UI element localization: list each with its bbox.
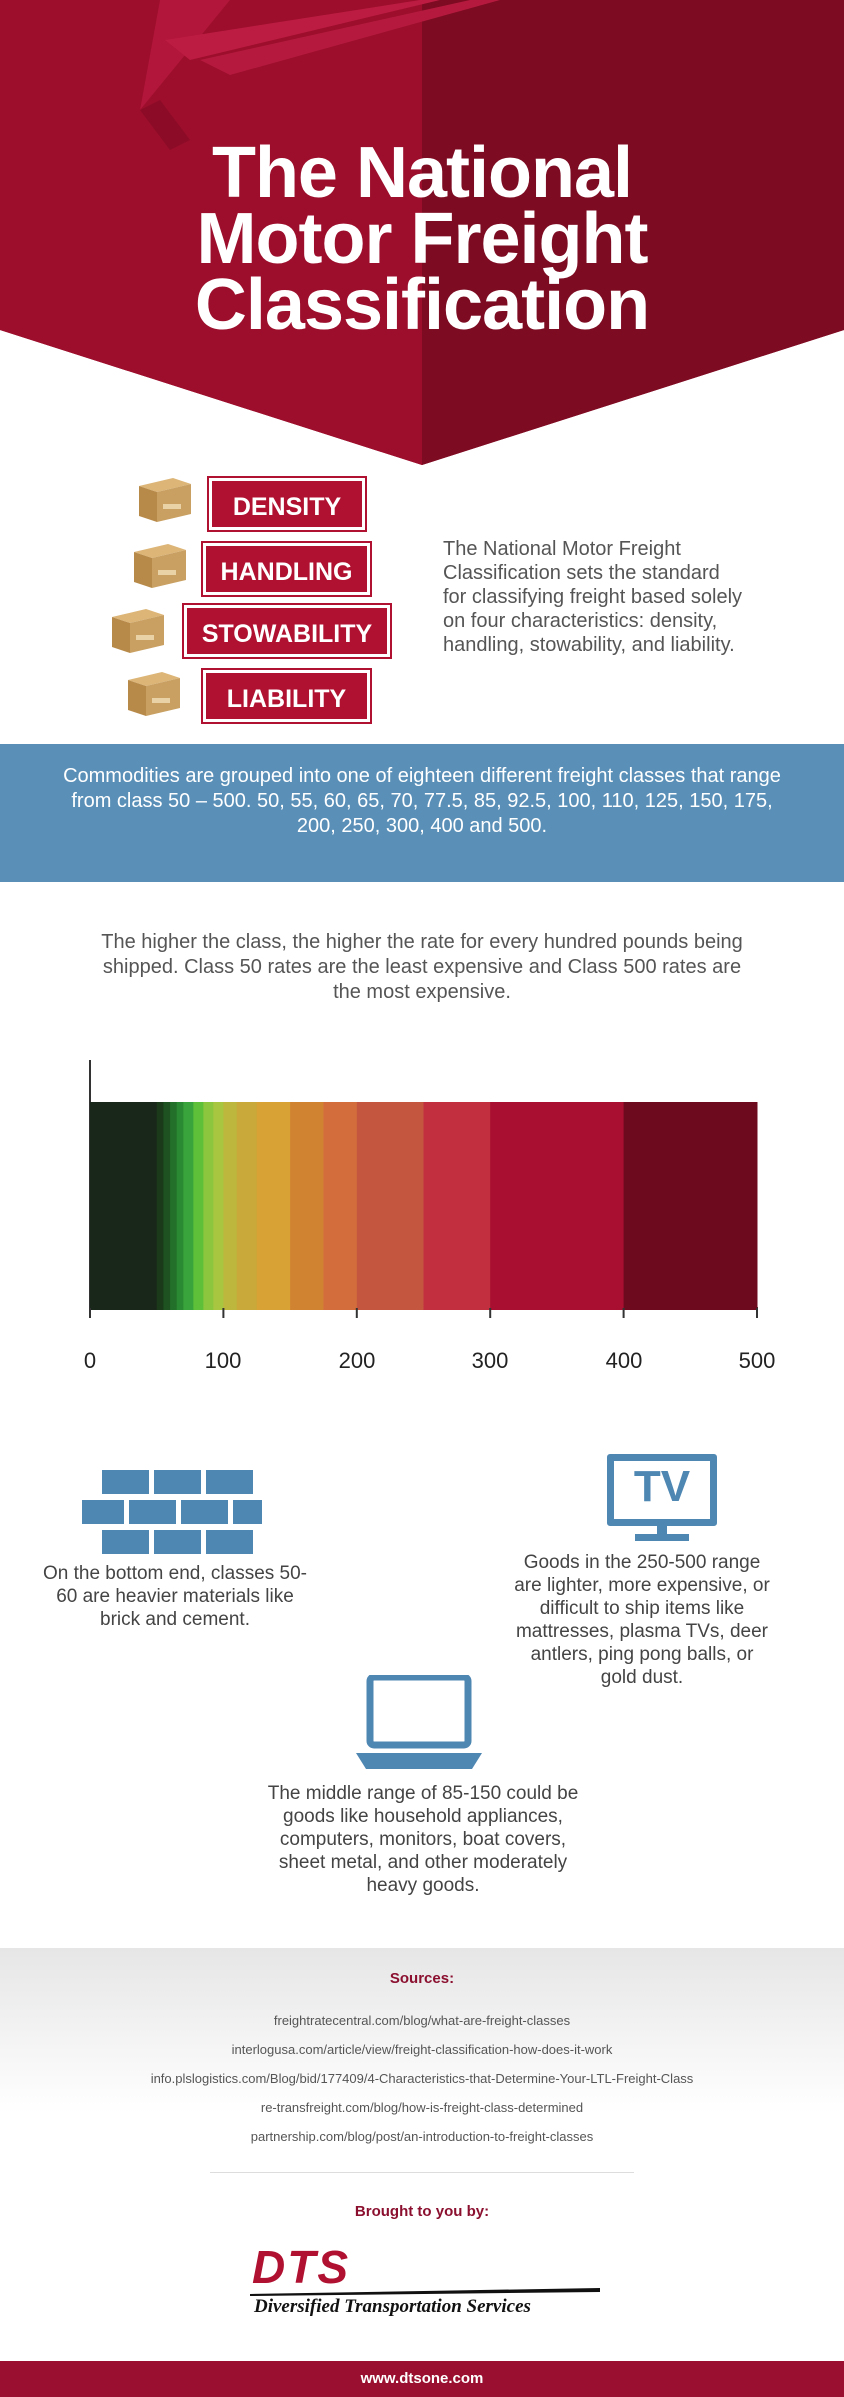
class-segment-0	[90, 1102, 158, 1310]
class-scale-chart	[89, 1060, 758, 1318]
source-link[interactable]: info.plslogistics.com/Blog/bid/177409/4-…	[150, 2071, 694, 2086]
logo-letters: DTS	[252, 2241, 350, 2293]
sources-title: Sources:	[389, 1970, 455, 1987]
class-segment-100	[223, 1102, 238, 1310]
brought-by-label: Brought to you by:	[354, 2203, 490, 2220]
class-segment-55	[163, 1102, 171, 1310]
class-segment-300	[490, 1102, 625, 1310]
box-icon	[112, 609, 164, 653]
header-banner: The National Motor Freight Classificatio…	[0, 0, 844, 470]
class-segment-250	[423, 1102, 491, 1310]
tick-label-300: 300	[471, 1348, 509, 1373]
class-segment-65	[176, 1102, 184, 1310]
box-icon	[134, 544, 186, 588]
footer-bar: www.dtsone.com	[0, 2361, 844, 2397]
source-link[interactable]: re-transfreight.com/blog/how-is-freight-…	[260, 2100, 584, 2115]
class-segment-125	[256, 1102, 291, 1310]
source-link[interactable]: freightratecentral.com/blog/what-are-fre…	[273, 2013, 571, 2028]
class-segment-150	[290, 1102, 324, 1310]
tick-label-200: 200	[338, 1348, 376, 1373]
logo-underline	[250, 2288, 600, 2296]
low-range-text: On the bottom end, classes 50-60 are hea…	[42, 1563, 308, 1630]
rate-explanation: The higher the class, the higher the rat…	[101, 931, 743, 1003]
freight-classes-text: Commodities are grouped into one of eigh…	[63, 765, 781, 837]
density-label: DENSITY	[209, 478, 365, 530]
intro-description: The National Motor Freight Classificatio…	[443, 538, 743, 656]
tick-label-0: 0	[83, 1348, 97, 1373]
box-icon	[139, 478, 191, 522]
class-segment-70	[183, 1102, 194, 1310]
class-segment-200	[356, 1102, 424, 1310]
sources-section: Sources: freightratecentral.com/blog/wha…	[0, 1948, 844, 2361]
high-range-text: Goods in the 250-500 range are lighter, …	[514, 1552, 770, 1688]
source-link[interactable]: interlogusa.com/article/view/freight-cla…	[231, 2042, 613, 2057]
handling-label: HANDLING	[203, 543, 370, 595]
box-icon	[128, 672, 180, 716]
mid-range-text: The middle range of 85-150 could be good…	[267, 1783, 579, 1896]
divider	[210, 2172, 634, 2173]
website-link[interactable]: www.dtsone.com	[360, 2370, 484, 2387]
tv-icon: TV	[607, 1454, 717, 1544]
class-segment-50	[156, 1102, 164, 1310]
stowability-label: STOWABILITY	[184, 605, 390, 657]
class-segment-400	[623, 1102, 758, 1310]
class-segment-60	[170, 1102, 178, 1310]
header-background	[0, 0, 844, 465]
class-segment-175	[323, 1102, 358, 1310]
tv-label: TV	[633, 1462, 691, 1511]
freight-classes-band: Commodities are grouped into one of eigh…	[0, 744, 844, 882]
dts-logo: DTS Diversified Transportation Services	[250, 2241, 610, 2328]
source-link[interactable]: partnership.com/blog/post/an-introductio…	[250, 2129, 594, 2144]
class-scale: 0 100 200 300 400 500	[0, 1050, 844, 1670]
brick-wall-icon	[82, 1470, 262, 1554]
liability-label: LIABILITY	[203, 670, 370, 722]
page-title: The National Motor Freight Classificatio…	[194, 133, 650, 345]
tick-label-500: 500	[738, 1348, 776, 1373]
tick-label-400: 400	[605, 1348, 643, 1373]
logo-name: Diversified Transportation Services	[254, 2296, 531, 2317]
class-segment-110	[236, 1102, 258, 1310]
class-segment-77.5	[193, 1102, 204, 1310]
tick-label-100: 100	[204, 1348, 242, 1373]
class-segment-92.5	[213, 1102, 224, 1310]
laptop-icon	[356, 1675, 482, 1769]
class-segment-85	[203, 1102, 214, 1310]
